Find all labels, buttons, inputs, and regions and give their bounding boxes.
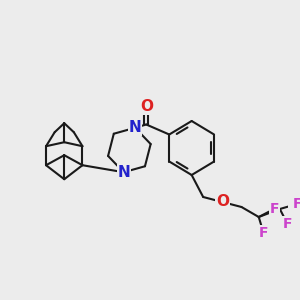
- Text: N: N: [117, 165, 130, 180]
- Text: F: F: [283, 217, 292, 231]
- Text: F: F: [292, 197, 300, 211]
- Text: F: F: [259, 226, 268, 240]
- Text: F: F: [269, 202, 279, 216]
- Text: N: N: [129, 120, 142, 135]
- Text: O: O: [216, 194, 229, 209]
- Text: O: O: [140, 99, 153, 114]
